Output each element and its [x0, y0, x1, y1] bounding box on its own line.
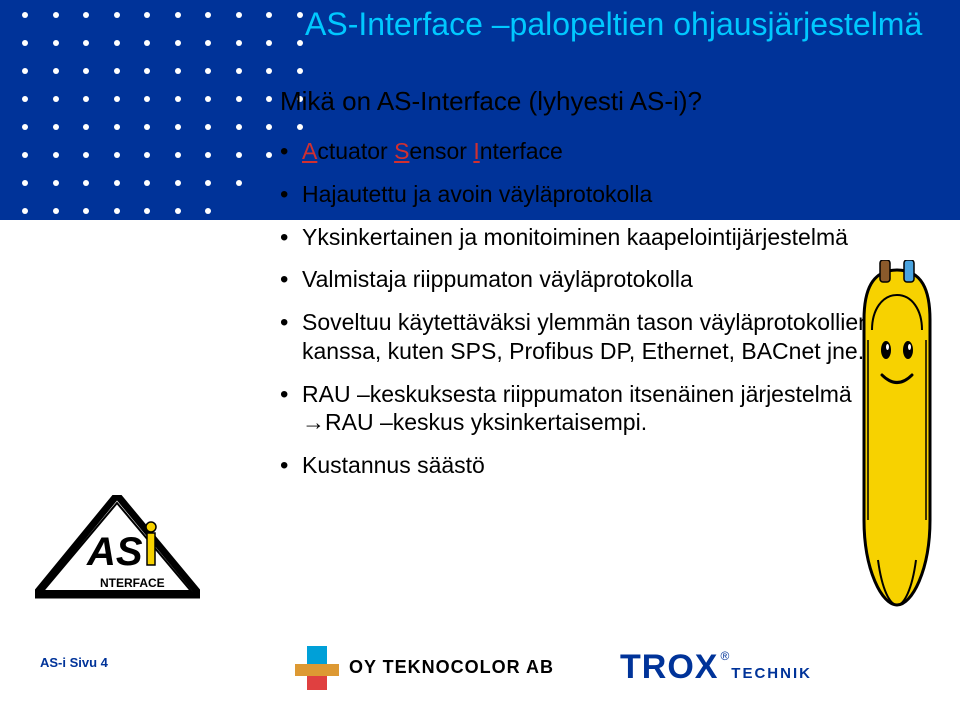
trox-registered: ® — [720, 649, 729, 663]
svg-text:NTERFACE: NTERFACE — [100, 576, 165, 590]
bullet-item: Kustannus säästö — [280, 451, 920, 480]
bullet-item: Valmistaja riippumaton väyläprotokolla — [280, 265, 920, 294]
svg-text:AS: AS — [86, 530, 143, 574]
teknocolor-text: OY TEKNOCOLOR AB — [349, 657, 554, 678]
bullet-item: Actuator Sensor Interface — [280, 137, 920, 166]
bullet-item: RAU –keskuksesta riippumaton itsenäinen … — [280, 380, 920, 438]
slide-title: AS-Interface –palopeltien ohjausjärjeste… — [305, 6, 922, 43]
content-area: Mikä on AS-Interface (lyhyesti AS-i)? Ac… — [280, 86, 920, 494]
teknocolor-logo: OY TEKNOCOLOR AB — [295, 640, 565, 695]
bullet-item: Soveltuu käytettäväksi ylemmän tason väy… — [280, 308, 920, 366]
bullet-list: Actuator Sensor Interface Hajautettu ja a… — [280, 137, 920, 480]
asi-logo: AS NTERFACE — [35, 495, 200, 600]
trox-text: TROX — [620, 648, 718, 687]
bullet-item: Yksinkertainen ja monitoiminen kaapeloin… — [280, 223, 920, 252]
cable-icon — [842, 260, 952, 620]
teknocolor-mark — [295, 646, 339, 690]
footer-page-label: AS-i Sivu 4 — [40, 655, 108, 670]
bullet-item: Hajautettu ja avoin väyläprotokolla — [280, 180, 920, 209]
trox-sub: TECHNIK — [731, 665, 812, 682]
trox-logo: TROX ® TECHNIK — [620, 648, 812, 687]
slide-subtitle: Mikä on AS-Interface (lyhyesti AS-i)? — [280, 86, 920, 117]
